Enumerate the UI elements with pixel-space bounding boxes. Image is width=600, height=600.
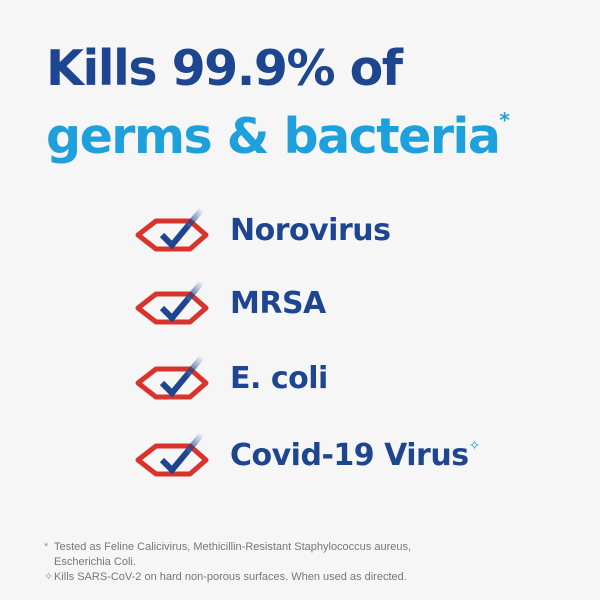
footnote-marker: * [44,541,49,553]
sparkle-mark: ✧ [468,437,481,454]
footnote-text: Kills SARS-CoV-2 on hard non-porous surf… [54,571,407,583]
asterisk: * [499,108,510,132]
check-in-diamond-icon [135,207,209,252]
item-label: E. coli [230,360,328,396]
list-item: MRSA [132,278,326,328]
headline-line-2: germs & bacteria* [46,110,510,161]
headline-text: germs & bacteria [46,108,501,165]
footnote-1: * Tested as Feline Calicivirus, Methicill… [44,540,444,570]
item-label: MRSA [230,285,326,321]
footnote-2: ✧ Kills SARS-CoV-2 on hard non-porous sur… [44,570,444,585]
list-item: Covid-19 Virus✧ [132,430,480,480]
list-item: E. coli [132,353,328,403]
item-label: Norovirus [230,212,391,248]
check-in-diamond-icon [135,355,209,400]
list-item: Norovirus [132,205,391,255]
item-label: Covid-19 Virus✧ [230,437,481,473]
check-in-diamond-icon [135,280,209,325]
check-in-diamond-icon [135,432,209,477]
footnote-marker: ✧ [44,571,54,583]
footnote-text: Tested as Feline Calicivirus, Methicilli… [54,541,412,568]
headline-line-1: Kills 99.9% of [46,40,403,97]
